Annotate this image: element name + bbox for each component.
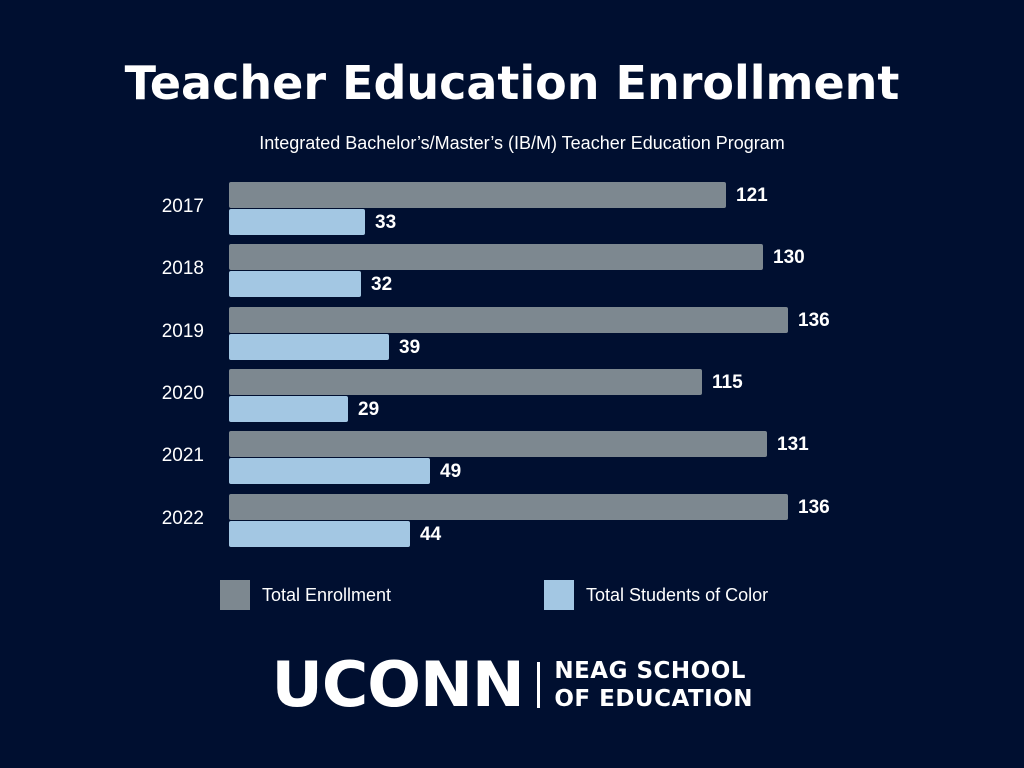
bar-total-enrollment <box>229 431 767 458</box>
value-label-students-of-color: 33 <box>375 212 397 233</box>
legend-swatch-total <box>220 580 250 610</box>
page-title: Teacher Education Enrollment <box>124 56 900 110</box>
value-label-total: 136 <box>798 496 830 518</box>
value-label-students-of-color: 44 <box>420 523 442 545</box>
year-label: 2020 <box>161 382 204 404</box>
value-label-students-of-color: 49 <box>440 461 462 483</box>
year-label: 2017 <box>161 196 204 217</box>
bar-total-enrollment <box>229 493 788 520</box>
bar-total-enrollment <box>229 368 702 395</box>
uconn-neag-logo: UCONN NEAG SCHOOL OF EDUCATION <box>271 648 753 721</box>
bar-total-enrollment <box>229 306 788 333</box>
bar-students-of-color <box>229 458 430 485</box>
bar-total-enrollment <box>229 182 726 208</box>
bar-students-of-color <box>229 333 389 360</box>
year-label: 2021 <box>161 445 204 467</box>
bar-students-of-color <box>229 395 348 422</box>
year-label: 2022 <box>161 507 204 529</box>
value-label-students-of-color: 39 <box>399 336 421 358</box>
value-label-total: 130 <box>773 247 805 269</box>
year-label: 2019 <box>161 320 204 342</box>
bar-chart: 2017 121 33 2018 130 32 2019 136 39 2020 115 29 2021… <box>161 182 830 547</box>
bar-total-enrollment <box>229 244 763 271</box>
legend-swatch-students-of-color <box>544 580 574 610</box>
neag-school-wordmark: NEAG SCHOOL OF EDUCATION <box>554 657 753 713</box>
bar-students-of-color <box>229 520 410 547</box>
logo-divider <box>537 662 541 708</box>
bar-students-of-color <box>229 271 361 298</box>
value-label-total: 131 <box>777 434 809 456</box>
value-label-total: 115 <box>712 371 743 393</box>
neag-line-1: NEAG SCHOOL <box>554 658 746 684</box>
bar-students-of-color <box>229 209 365 235</box>
value-label-total: 121 <box>736 185 768 206</box>
value-label-students-of-color: 29 <box>358 398 380 420</box>
uconn-wordmark: UCONN <box>271 648 525 721</box>
page-subtitle: Integrated Bachelor’s/Master’s (IB/M) Te… <box>259 133 785 153</box>
value-label-total: 136 <box>798 309 830 331</box>
legend-label-students-of-color: Total Students of Color <box>586 585 769 605</box>
neag-line-2: OF EDUCATION <box>554 686 754 712</box>
legend-label-total: Total Enrollment <box>262 585 392 605</box>
value-label-students-of-color: 32 <box>371 274 393 296</box>
year-label: 2018 <box>161 258 204 280</box>
